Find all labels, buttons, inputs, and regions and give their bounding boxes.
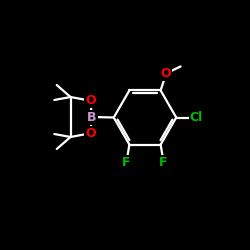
Text: F: F (122, 156, 130, 169)
Text: F: F (160, 156, 168, 169)
Text: O: O (161, 67, 172, 80)
Text: O: O (85, 127, 96, 140)
Text: O: O (85, 94, 96, 107)
Text: Cl: Cl (190, 111, 203, 124)
Text: B: B (87, 110, 97, 124)
